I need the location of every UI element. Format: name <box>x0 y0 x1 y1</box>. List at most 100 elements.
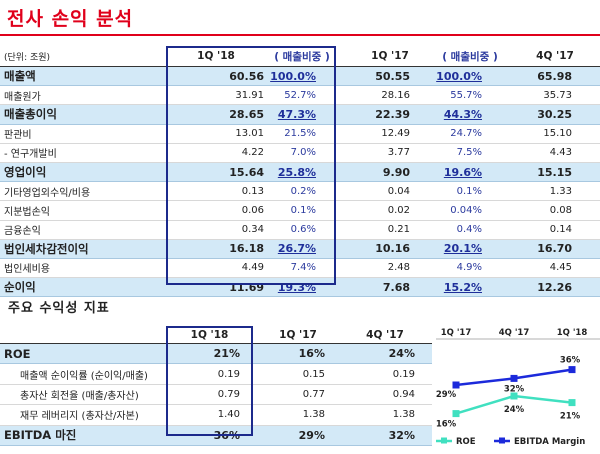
table-row: - 연구개발비 4.22 7.0% 3.77 7.5% 4.43 <box>0 144 600 163</box>
data-label: 21% <box>560 412 581 422</box>
table-row: 매출원가 31.91 52.7% 28.16 55.7% 35.73 <box>0 86 600 106</box>
row-label: 순이익 <box>4 280 36 295</box>
data-label: 24% <box>504 405 525 415</box>
profitability-title: 주요 수익성 지표 <box>8 301 110 316</box>
value-1q17: 0.04 <box>387 185 410 197</box>
row-label: ROE <box>4 346 31 361</box>
col-4q17: 4Q '17 <box>366 328 404 341</box>
value-1q18: 0.79 <box>217 388 240 400</box>
value-1q17: 2.48 <box>387 262 410 274</box>
value-1q17: 12.49 <box>381 128 410 140</box>
col-1q18: 1Q '18 <box>190 328 229 341</box>
value-4q17: 32% <box>388 428 415 442</box>
table-row: 매출총이익 28.65 47.3% 22.39 44.3% 30.25 <box>0 105 600 125</box>
value-1q17: 0.77 <box>302 388 325 400</box>
value-1q18: 4.22 <box>241 147 264 159</box>
value-1q17: 9.90 <box>382 165 410 179</box>
table-row: 지분법손익 0.06 0.1% 0.02 0.04% 0.08 <box>0 201 600 221</box>
share-1q18: 7.4% <box>290 262 316 274</box>
value-4q17: 30.25 <box>537 107 572 121</box>
value-4q17: 1.38 <box>392 409 415 421</box>
value-1q17: 7.68 <box>382 280 410 294</box>
row-label: 영업이익 <box>4 165 47 180</box>
value-1q18: 16.18 <box>229 242 264 256</box>
value-1q17: 28.16 <box>381 89 410 101</box>
legend-label: EBITDA Margin <box>514 437 585 447</box>
roe-ebitda-chart: 1Q '17 4Q '17 1Q '18 16% 24% 21% 29% 32% 36% ROE E… <box>436 328 600 447</box>
value-4q17: 1.33 <box>549 185 572 197</box>
title-divider <box>0 34 600 36</box>
share-1q17: 0.04% <box>450 204 482 216</box>
data-label: 16% <box>436 420 457 430</box>
table-row: ROE 21% 16% 24% <box>0 344 432 365</box>
row-label: 법인세차감전이익 <box>4 241 89 256</box>
legend-label: ROE <box>456 437 476 447</box>
value-1q18: 0.13 <box>241 185 264 197</box>
table-row: 총자산 회전율 (매출/총자산) 0.79 0.77 0.94 <box>0 385 432 406</box>
share-1q18: 7.0% <box>290 147 316 159</box>
value-4q17: 0.94 <box>392 388 415 400</box>
table-row: 재무 레버리지 (총자산/자본) 1.40 1.38 1.38 <box>0 405 432 426</box>
data-label: 36% <box>560 356 581 366</box>
value-4q17: 65.98 <box>537 69 572 83</box>
share-1q17: 55.7% <box>450 89 482 101</box>
table-row: 금융손익 0.34 0.6% 0.21 0.4% 0.14 <box>0 221 600 240</box>
value-1q17: 29% <box>298 428 325 442</box>
data-point <box>452 381 460 389</box>
table-row: 법인세차감전이익 16.18 26.7% 10.16 20.1% 16.70 <box>0 239 600 259</box>
value-1q18: 0.34 <box>241 224 264 236</box>
share-1q18: 19.3% <box>277 280 316 294</box>
row-label: 기타영업외수익/비용 <box>4 187 91 199</box>
table-row: 매출액 순이익률 (순이익/매출) 0.19 0.15 0.19 <box>0 364 432 385</box>
value-1q17: 22.39 <box>375 107 410 121</box>
table-row: 판관비 13.01 21.5% 12.49 24.7% 15.10 <box>0 125 600 144</box>
share-1q18: 0.1% <box>290 204 316 216</box>
value-4q17: 0.19 <box>392 368 415 380</box>
row-label: EBITDA 마진 <box>4 428 77 443</box>
col-share-1q17: ( 매출비중 ) <box>442 50 498 63</box>
row-label: 매출액 <box>4 69 36 84</box>
unit-label: (단위: 조원) <box>4 52 51 63</box>
share-1q18: 52.7% <box>284 89 316 101</box>
data-label: 29% <box>436 390 457 400</box>
x-tick-label: 1Q '18 <box>557 328 588 338</box>
share-1q17: 15.2% <box>443 280 482 294</box>
value-4q17: 15.10 <box>543 128 572 140</box>
profitability-table-header: 1Q '18 1Q '17 4Q '17 <box>0 326 432 344</box>
table-row: 기타영업외수익/비용 0.13 0.2% 0.04 0.1% 1.33 <box>0 182 600 202</box>
page-title: 전사 손익 분석 <box>7 8 134 30</box>
share-1q17: 19.6% <box>443 165 482 179</box>
value-1q17: 0.02 <box>387 204 410 216</box>
data-point <box>568 366 576 374</box>
x-tick-label: 4Q '17 <box>499 328 530 338</box>
value-1q17: 10.16 <box>375 242 410 256</box>
data-label: 32% <box>504 384 525 394</box>
value-4q17: 4.43 <box>549 147 572 159</box>
x-tick-label: 1Q '17 <box>441 328 472 338</box>
legend-marker <box>441 437 447 444</box>
value-1q18: 1.40 <box>217 409 240 421</box>
row-label: 재무 레버리지 (총자산/자본) <box>20 411 139 423</box>
value-1q17: 3.77 <box>387 147 410 159</box>
share-1q18: 0.2% <box>290 185 316 197</box>
table-row: 매출액 60.56 100.0% 50.55 100.0% 65.98 <box>0 67 600 87</box>
value-4q17: 4.45 <box>549 262 572 274</box>
share-1q17: 4.9% <box>456 262 482 274</box>
value-1q18: 31.91 <box>235 89 264 101</box>
value-1q17: 16% <box>298 347 325 361</box>
share-1q17: 7.5% <box>456 147 482 159</box>
col-1q17: 1Q '17 <box>371 50 409 62</box>
value-1q18: 0.06 <box>241 204 264 216</box>
share-1q18: 21.5% <box>284 128 316 140</box>
value-1q17: 1.38 <box>302 409 325 421</box>
share-1q17: 24.7% <box>450 128 482 140</box>
value-4q17: 0.08 <box>549 204 572 216</box>
row-label: 판관비 <box>4 130 32 142</box>
share-1q17: 44.3% <box>443 107 482 121</box>
row-label: 매출원가 <box>4 91 41 103</box>
row-label: 금융손익 <box>4 226 41 238</box>
share-1q17: 100.0% <box>436 69 482 83</box>
col-1q18: 1Q '18 <box>197 50 235 62</box>
table-row: 순이익 11.69 19.3% 7.68 15.2% 12.26 <box>0 278 600 298</box>
row-label: 매출액 순이익률 (순이익/매출) <box>20 370 148 382</box>
